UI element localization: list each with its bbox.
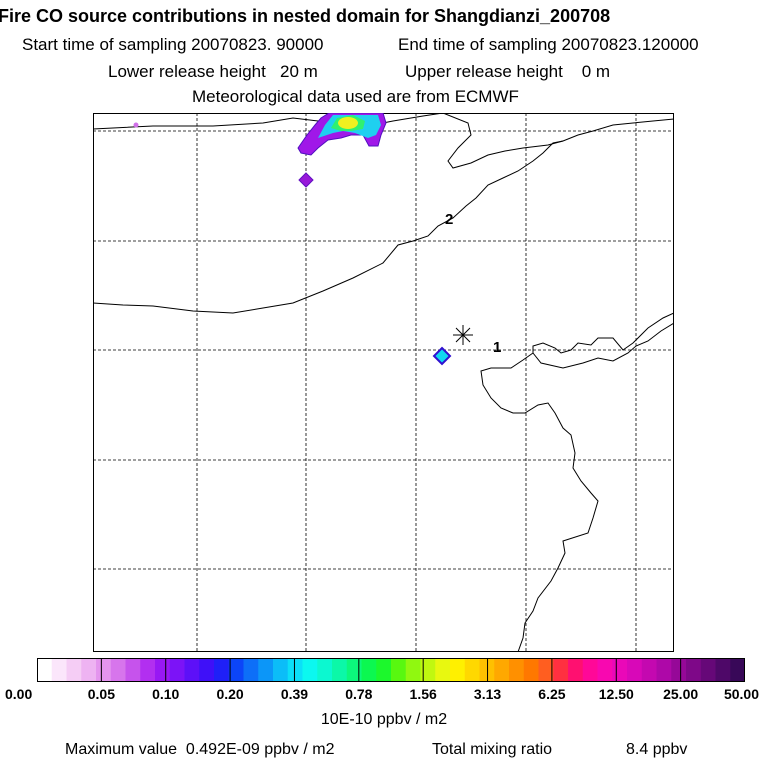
met-data-label: Meteorological data used are from ECMWF bbox=[192, 87, 519, 106]
plume-patch bbox=[298, 172, 314, 188]
lower-release-label: Lower release height 20 m bbox=[108, 62, 318, 81]
colorbar-tick-label: 0.10 bbox=[152, 686, 180, 702]
colorbar-cell bbox=[243, 658, 259, 682]
plot-title: Fire CO source contributions in nested d… bbox=[0, 6, 611, 26]
total-mixing-value: 8.4 ppbv bbox=[626, 741, 688, 758]
colorbar-cell bbox=[155, 658, 171, 682]
colorbar-cell bbox=[715, 658, 731, 682]
colorbar-cell bbox=[627, 658, 643, 682]
colorbar-cell bbox=[228, 658, 245, 682]
plume-core bbox=[338, 117, 358, 129]
colorbar-cell bbox=[450, 658, 466, 682]
colorbar-tick-label: 6.25 bbox=[538, 686, 566, 702]
colorbar-cell bbox=[66, 658, 82, 682]
receptor-marker bbox=[453, 325, 473, 345]
graticule bbox=[93, 113, 674, 652]
colorbar-tick-label: 0.39 bbox=[280, 686, 309, 702]
colorbar-cell bbox=[686, 658, 702, 682]
colorbar-cell bbox=[81, 658, 97, 682]
colorbar-cell bbox=[184, 658, 200, 682]
colorbar-cell bbox=[597, 658, 613, 682]
colorbar-cell bbox=[391, 658, 407, 682]
colorbar-tick-label: 0.00 bbox=[5, 686, 33, 702]
colorbar-tick-label: 0.78 bbox=[345, 686, 373, 702]
colorbar-cell bbox=[700, 658, 717, 682]
colorbar-cell bbox=[199, 658, 215, 682]
colorbar-cell bbox=[523, 658, 540, 682]
colorbar-cell bbox=[538, 658, 554, 682]
end-time-label: End time of sampling 20070823.120000 bbox=[398, 35, 699, 54]
colorbar-cell bbox=[287, 658, 304, 682]
colorbar-cell bbox=[435, 658, 451, 682]
upper-release-label: Upper release height 0 m bbox=[405, 62, 611, 81]
colorbar-cell bbox=[273, 658, 289, 682]
colorbar-cell bbox=[140, 658, 156, 682]
colorbar-cell bbox=[51, 658, 68, 682]
colorbar-cell bbox=[405, 658, 422, 682]
colorbar-cell bbox=[420, 658, 436, 682]
colorbar-frame bbox=[37, 658, 745, 682]
colorbar-tick-label: 1.56 bbox=[409, 686, 437, 702]
colorbar-cell bbox=[258, 658, 274, 682]
map-panel: 1 2 bbox=[93, 113, 674, 652]
max-value-label: Maximum value 0.492E-09 ppbv / m2 bbox=[65, 741, 335, 758]
coastline-peninsula bbox=[480, 352, 599, 652]
colorbar-tick-label: 25.00 bbox=[663, 686, 699, 702]
total-mixing-label: Total mixing ratio bbox=[432, 741, 553, 758]
start-time-label: Start time of sampling 20070823. 90000 bbox=[22, 35, 324, 54]
colorbar-cell bbox=[110, 658, 127, 682]
colorbar-cell bbox=[494, 658, 510, 682]
colorbar-cell bbox=[317, 658, 333, 682]
colorbar-cell bbox=[125, 658, 141, 682]
colorbar-cell bbox=[361, 658, 377, 682]
coastline-upper-right bbox=[442, 113, 674, 169]
plume-speck bbox=[133, 122, 139, 128]
colorbar-tick-label: 50.00 bbox=[723, 686, 759, 702]
site-marker-2: 2 bbox=[445, 211, 453, 228]
colorbar-units: 10E-10 ppbv / m2 bbox=[320, 711, 448, 728]
colorbar-cell bbox=[671, 658, 687, 682]
colorbar-cell bbox=[332, 658, 348, 682]
colorbar-tick-label: 0.20 bbox=[216, 686, 244, 702]
colorbar-cell bbox=[730, 658, 745, 682]
coastline-yellow-sea bbox=[93, 140, 564, 314]
colorbar bbox=[37, 658, 745, 682]
colorbar-tick-label: 12.50 bbox=[598, 686, 634, 702]
colorbar-cell bbox=[37, 658, 53, 682]
colorbar-tick-label: 0.05 bbox=[87, 686, 115, 702]
colorbar-cell bbox=[656, 658, 672, 682]
map-frame bbox=[93, 113, 674, 652]
colorbar-cell bbox=[641, 658, 658, 682]
site-marker-1: 1 bbox=[493, 339, 501, 356]
plume-patch-south bbox=[432, 346, 452, 366]
coastline-east bbox=[532, 312, 674, 369]
colorbar-cell bbox=[509, 658, 525, 682]
colorbar-cell bbox=[612, 658, 628, 682]
colorbar-tick-label: 3.13 bbox=[473, 686, 502, 702]
colorbar-cell bbox=[553, 658, 569, 682]
colorbar-cell bbox=[568, 658, 584, 682]
colorbar-cell bbox=[302, 658, 318, 682]
coastlines bbox=[93, 113, 674, 652]
colorbar-cell bbox=[346, 658, 363, 682]
colorbar-cell bbox=[214, 658, 230, 682]
colorbar-cell bbox=[96, 658, 112, 682]
colorbar-cell bbox=[376, 658, 392, 682]
concentration-plume bbox=[133, 113, 452, 366]
colorbar-cell bbox=[169, 658, 186, 682]
colorbar-cell bbox=[582, 658, 599, 682]
colorbar-cell bbox=[464, 658, 481, 682]
